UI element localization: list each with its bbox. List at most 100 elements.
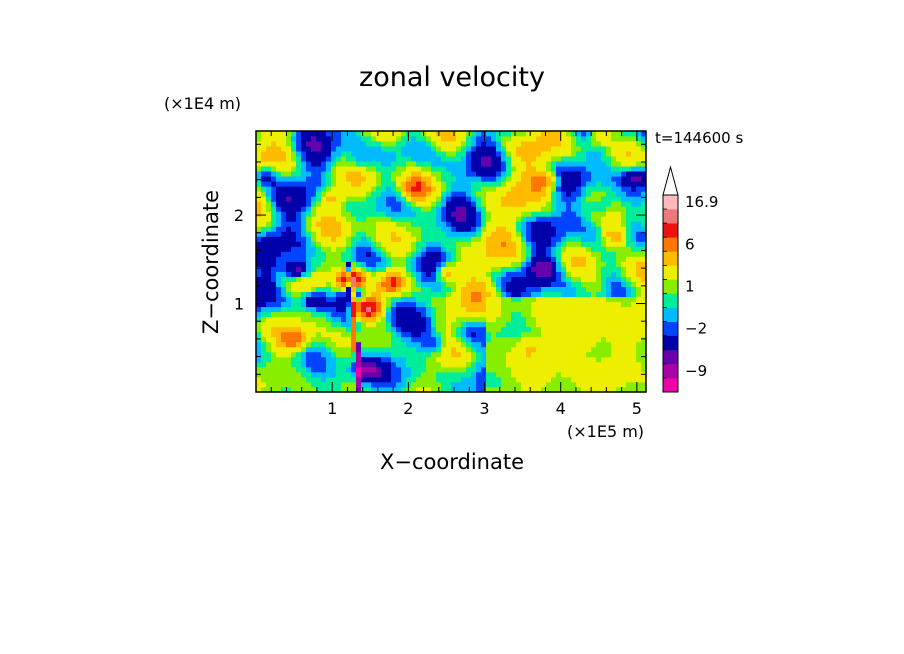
field-cell (626, 181, 632, 187)
field-cell (406, 246, 412, 252)
field-cell (541, 296, 547, 303)
field-cell (636, 271, 642, 277)
colorbar-segment (663, 251, 678, 266)
field-cell (271, 236, 277, 242)
field-cell (411, 146, 417, 152)
colorbar-segment (663, 307, 678, 322)
field-cell (391, 271, 397, 277)
field-cell (551, 171, 557, 177)
field-cell (326, 131, 332, 137)
field-cell (631, 146, 637, 152)
field-cell (526, 301, 532, 308)
field-cell (616, 191, 622, 197)
field-cell (391, 156, 397, 162)
field-cell (411, 181, 417, 187)
field-cell (596, 151, 602, 157)
field-cell (556, 201, 562, 207)
field-cell (276, 301, 282, 308)
field-cell (631, 346, 637, 353)
field-cell (416, 336, 422, 343)
field-cell (261, 136, 267, 142)
field-cell (616, 136, 622, 142)
field-cell (336, 326, 342, 333)
field-cell (316, 281, 322, 287)
field-cell (526, 246, 532, 252)
field-cell (351, 141, 357, 147)
field-cell (516, 336, 522, 343)
field-cell (576, 286, 582, 293)
field-cell (326, 286, 332, 293)
field-cell (571, 131, 577, 137)
field-cell (366, 281, 372, 287)
field-cell (341, 286, 347, 293)
field-cell (321, 226, 327, 232)
field-cell (261, 376, 267, 383)
field-cell (476, 261, 482, 267)
field-cell (511, 181, 517, 187)
field-cell (351, 266, 357, 272)
field-cell (441, 206, 447, 212)
field-cell (381, 156, 387, 162)
field-cell (596, 336, 602, 343)
field-cell (361, 366, 367, 373)
field-cell (261, 356, 267, 363)
field-cell (396, 316, 402, 323)
field-cell (556, 321, 562, 328)
field-cell (416, 371, 422, 378)
field-cell (381, 211, 387, 217)
field-cell (481, 301, 487, 308)
field-cell (506, 171, 512, 177)
field-cell (396, 236, 402, 242)
field-cell (411, 131, 417, 137)
field-cell (546, 226, 552, 232)
field-cell (301, 186, 307, 192)
field-cell (461, 261, 467, 267)
field-cell (511, 176, 517, 182)
field-cell (431, 156, 437, 162)
field-cell (616, 216, 622, 222)
field-cell (606, 311, 612, 318)
field-cell (581, 131, 587, 137)
field-cell (486, 381, 492, 388)
field-cell (261, 201, 267, 207)
field-cell (586, 256, 592, 262)
field-cell (496, 231, 502, 237)
field-cell (436, 231, 442, 237)
field-cell (506, 291, 512, 298)
field-cell (621, 281, 627, 287)
field-cell (521, 271, 527, 277)
field-cell (296, 181, 302, 187)
field-cell (431, 316, 437, 323)
field-cell (316, 206, 322, 212)
field-cell (606, 346, 612, 353)
field-cell (631, 191, 637, 197)
field-cell (286, 361, 292, 368)
field-cell (441, 386, 447, 393)
field-cell (256, 296, 262, 303)
field-cell (641, 176, 647, 182)
field-cell (356, 341, 362, 348)
field-cell (516, 221, 522, 227)
field-cell (506, 351, 512, 358)
field-cell (256, 271, 262, 277)
field-cell (306, 286, 312, 293)
field-cell (421, 311, 427, 318)
field-cell (341, 161, 347, 167)
field-cell (546, 351, 552, 358)
field-cell (401, 171, 407, 177)
field-cell (446, 216, 452, 222)
field-cell (331, 361, 337, 368)
field-cell (331, 211, 337, 217)
field-cell (556, 381, 562, 388)
field-cell (406, 231, 412, 237)
field-cell (606, 241, 612, 247)
field-cell (601, 196, 607, 202)
field-cell (516, 171, 522, 177)
field-cell (366, 286, 372, 293)
field-cell (321, 251, 327, 257)
field-cell (386, 151, 392, 157)
field-cell (636, 341, 642, 348)
field-cell (416, 241, 422, 247)
field-cell (316, 301, 322, 308)
field-cell (446, 341, 452, 348)
